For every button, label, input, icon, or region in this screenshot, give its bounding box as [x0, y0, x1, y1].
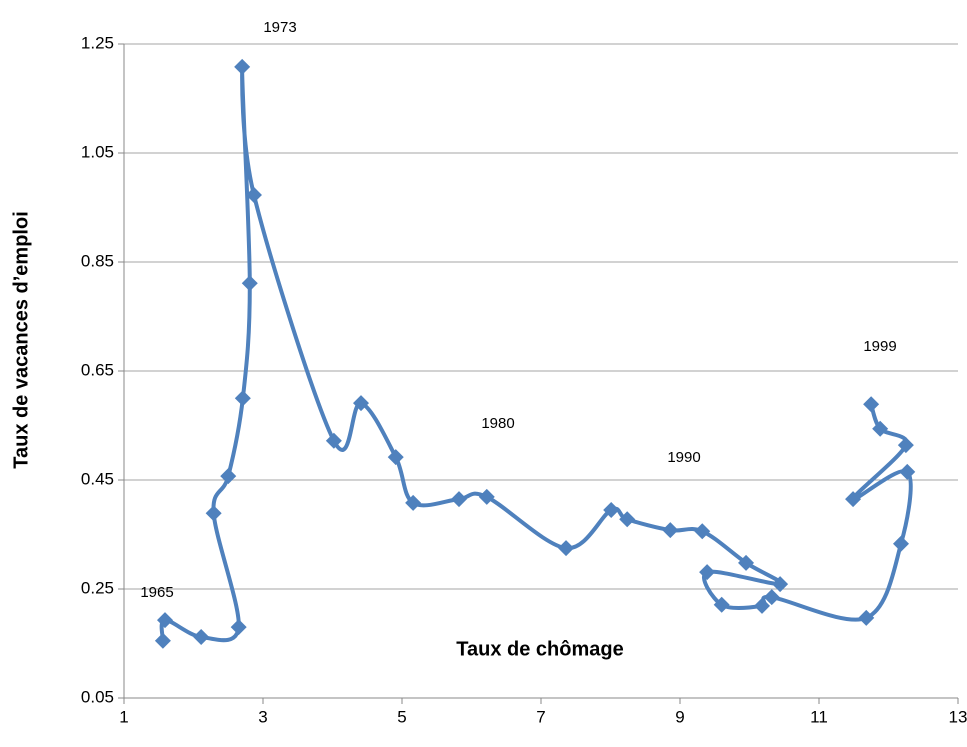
y-axis-title: Taux de vacances d’emploi [10, 211, 32, 469]
x-tick-label: 13 [949, 707, 967, 726]
data-point [754, 597, 771, 614]
data-point [245, 186, 262, 203]
y-tick-label: 0.65 [81, 360, 114, 379]
data-point [193, 628, 210, 645]
data-point [558, 540, 575, 557]
annotation: 1973 [263, 19, 296, 36]
data-point [405, 494, 422, 511]
data-point [205, 505, 222, 522]
data-point [230, 619, 247, 636]
x-tick-label: 5 [397, 707, 406, 726]
annotation: 1965 [140, 584, 173, 601]
data-point [387, 449, 404, 466]
data-point [699, 564, 716, 581]
data-point [234, 390, 251, 407]
x-tick-label: 1 [119, 707, 128, 726]
data-point [899, 463, 916, 480]
data-point [738, 554, 755, 571]
data-point [662, 522, 679, 539]
data-point [845, 491, 862, 508]
x-axis-title: Taux de chômage [456, 638, 623, 660]
x-tick-label: 9 [675, 707, 684, 726]
data-point [713, 596, 730, 613]
data-point [157, 612, 174, 629]
y-tick-label: 1.05 [81, 142, 114, 161]
data-point [234, 58, 251, 75]
y-tick-label: 1.25 [81, 33, 114, 52]
annotation: 1999 [863, 338, 896, 355]
data-point [863, 396, 880, 413]
data-point [872, 420, 889, 437]
annotation: 1990 [667, 449, 700, 466]
data-point [763, 589, 780, 606]
data-point [220, 468, 237, 485]
data-point [603, 501, 620, 518]
data-point [694, 523, 711, 540]
data-point [893, 535, 910, 552]
y-tick-label: 0.45 [81, 469, 114, 488]
x-tick-label: 7 [536, 707, 545, 726]
y-tick-label: 0.25 [81, 578, 114, 597]
data-point [241, 275, 258, 292]
data-line [159, 63, 913, 643]
annotation: 1980 [481, 415, 514, 432]
data-point [478, 488, 495, 505]
data-point [858, 609, 875, 626]
x-tick-label: 3 [258, 707, 267, 726]
data-point [772, 576, 789, 593]
data-point [450, 491, 467, 508]
data-point [325, 432, 342, 449]
y-tick-label: 0.05 [81, 687, 114, 706]
data-point [897, 437, 914, 454]
data-point [352, 395, 369, 412]
x-tick-label: 11 [810, 707, 828, 726]
y-tick-label: 0.85 [81, 251, 114, 270]
data-point [619, 511, 636, 528]
data-point [154, 632, 171, 649]
